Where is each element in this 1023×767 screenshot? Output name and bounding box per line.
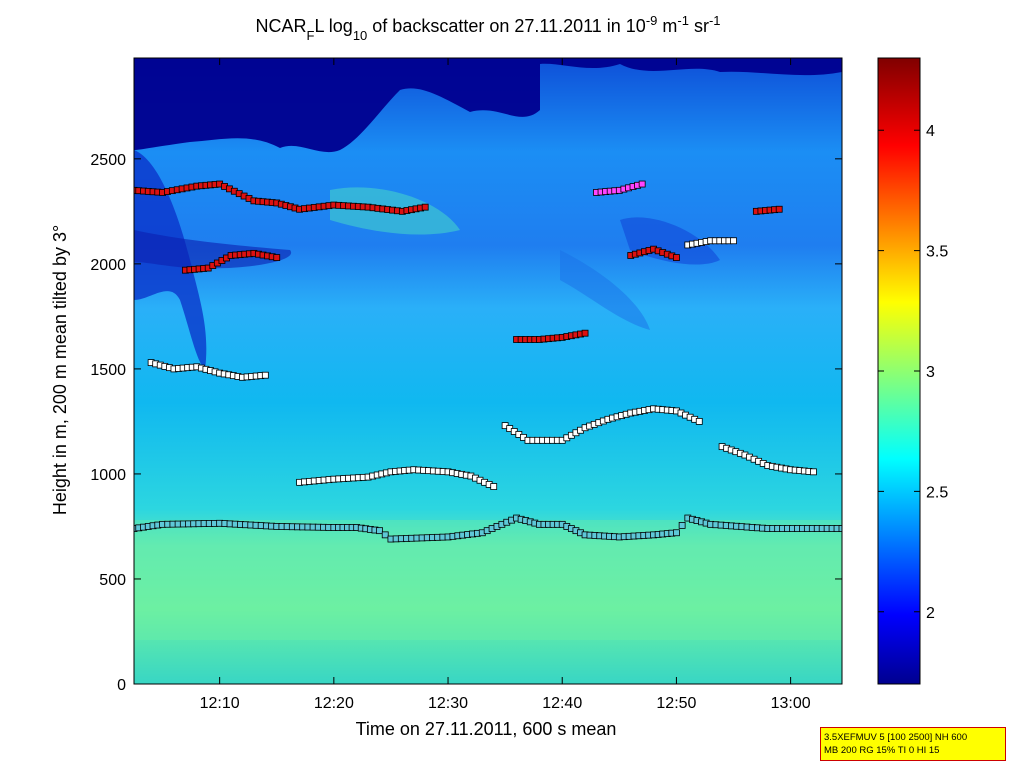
info-line-1: 3.5XEFMUV 5 [100 2500] NH 600 — [824, 732, 968, 743]
layer-marker — [490, 483, 498, 490]
layer-marker — [273, 254, 281, 261]
y-tick-label: 1500 — [90, 362, 126, 379]
x-tick-label: 12:40 — [542, 695, 582, 712]
x-axis: 12:10 12:20 12:30 12:40 12:50 13:00 — [200, 58, 811, 712]
colorbar-tick-label: 4 — [926, 123, 935, 140]
colorbar-tick-label: 3 — [926, 364, 935, 381]
y-axis-label: Height in m, 200 m mean tilted by 3° — [50, 225, 70, 515]
x-tick-label: 12:30 — [428, 695, 468, 712]
heatmap-texture — [134, 58, 842, 640]
y-tick-label: 1000 — [90, 467, 126, 484]
x-axis-label: Time on 27.11.2011, 600 s mean — [356, 719, 617, 739]
colorbar: 2 2.5 3 3.5 4 — [877, 57, 948, 685]
layer-marker — [581, 329, 589, 337]
colorbar-tick-label: 2.5 — [926, 484, 948, 501]
x-tick-label: 13:00 — [771, 695, 811, 712]
colorbar-tick-label: 3.5 — [926, 244, 948, 261]
y-tick-label: 500 — [99, 572, 126, 589]
colorbar-gradient — [878, 58, 920, 684]
x-tick-label: 12:50 — [656, 695, 696, 712]
layer-marker — [775, 205, 783, 213]
processing-info-box: 3.5XEFMUV 5 [100 2500] NH 600 MB 200 RG … — [820, 727, 1006, 761]
info-line-2: MB 200 RG 15% TI 0 HI 15 — [824, 745, 940, 756]
layer-marker — [678, 521, 686, 529]
layer-marker — [673, 254, 680, 261]
layer-marker — [695, 418, 703, 425]
layer-markers — [134, 180, 842, 543]
y-tick-label: 2000 — [90, 257, 126, 274]
y-axis: 0 500 1000 1500 2000 2500 — [90, 152, 842, 694]
layer-marker — [421, 203, 429, 211]
colorbar-ticks: 2 2.5 3 3.5 4 — [878, 123, 948, 622]
x-tick-label: 12:10 — [200, 695, 240, 712]
layer-marker — [638, 180, 646, 188]
y-tick-label: 0 — [117, 677, 126, 694]
plot-frame — [133, 57, 843, 685]
x-tick-label: 12:20 — [314, 695, 354, 712]
chart-title: NCARFL log10 of backscatter on 27.11.201… — [255, 13, 720, 43]
layer-marker — [673, 529, 680, 537]
layer-marker — [376, 527, 383, 535]
layer-marker — [730, 237, 737, 245]
layer-marker — [381, 531, 389, 539]
y-tick-label: 2500 — [90, 152, 126, 169]
layer-marker — [838, 525, 842, 532]
heatmap-background — [134, 58, 842, 684]
colorbar-tick-label: 2 — [926, 605, 935, 622]
plot-area — [133, 57, 843, 685]
layer-marker — [261, 371, 269, 379]
layer-marker — [810, 468, 817, 476]
